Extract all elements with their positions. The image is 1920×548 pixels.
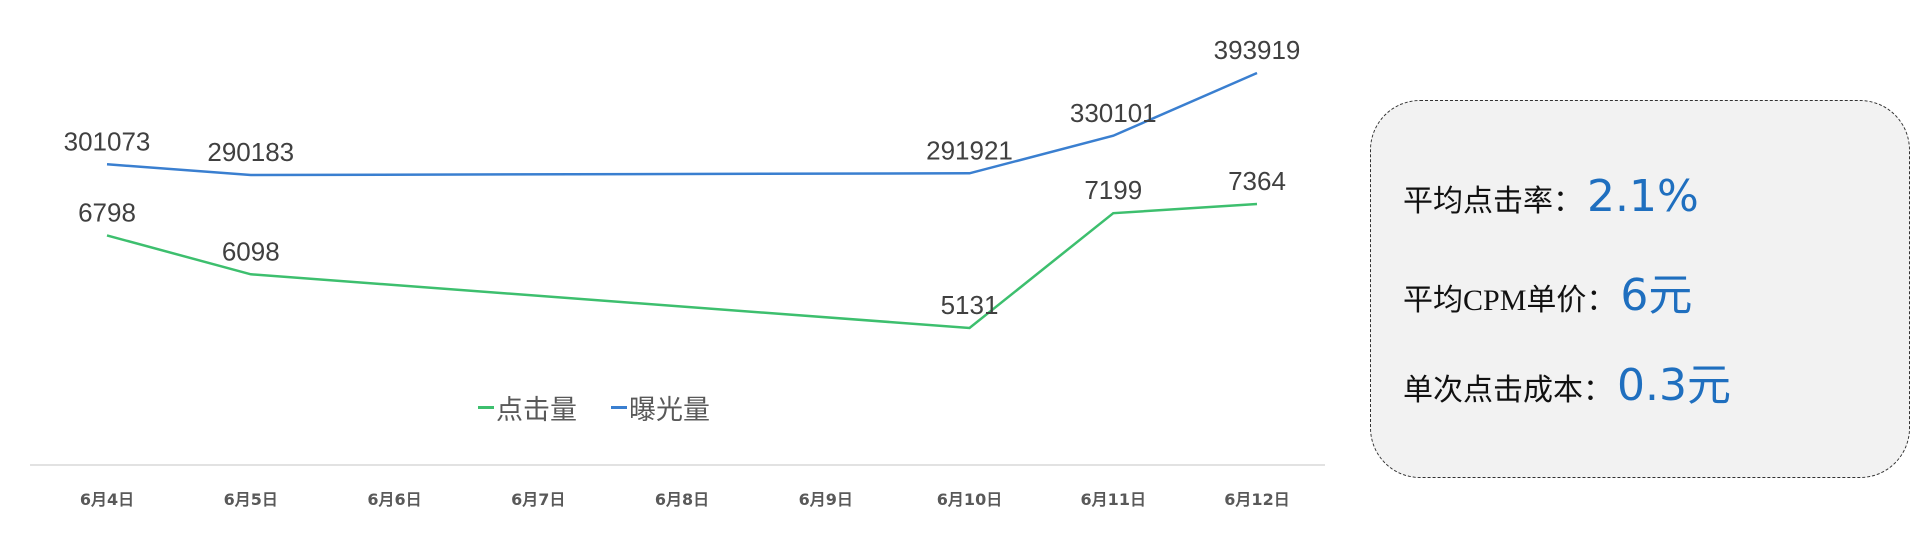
x-tick-label: 6月7日 <box>511 490 565 509</box>
cost-per-click-stat: 单次点击成本： 0.3元 <box>1403 349 1731 413</box>
data-label: 5131 <box>941 290 999 320</box>
stat-label: 平均点击率： <box>1403 185 1583 218</box>
x-tick-label: 6月8日 <box>655 490 709 509</box>
series-line-1 <box>106 71 1258 177</box>
x-tick-label: 6月9日 <box>799 490 853 509</box>
legend-swatch <box>478 406 494 409</box>
data-label: 6798 <box>78 197 136 227</box>
stat-value: 2.1% <box>1587 171 1699 222</box>
legend-item-clicks: 点击量 <box>478 388 577 427</box>
avg-cpm-stat: 平均CPM单价： 6元 <box>1403 259 1692 323</box>
x-tick-label: 6月4日 <box>80 490 134 509</box>
legend-swatch <box>611 406 627 409</box>
data-label: 301073 <box>64 126 151 156</box>
line-chart: 6月4日 6月5日 6月6日 6月7日 6月8日 6月9日 6月10日 6月11日 6月12日 … <box>30 35 1325 509</box>
stat-value: 0.3元 <box>1617 360 1731 411</box>
x-tick-label: 6月5日 <box>224 490 278 509</box>
legend-label: 曝光量 <box>629 395 710 426</box>
stat-label: 平均CPM单价： <box>1403 284 1617 317</box>
summary-panel: 平均点击率： 2.1% 平均CPM单价： 6元 单次点击成本： 0.3元 <box>1370 100 1910 478</box>
series-line-0 <box>106 202 1258 330</box>
data-label: 330101 <box>1070 98 1157 128</box>
x-tick-label: 6月12日 <box>1224 490 1289 509</box>
legend-item-impressions: 曝光量 <box>611 388 710 427</box>
x-tick-label: 6月10日 <box>937 490 1002 509</box>
legend: 点击量 曝光量 <box>478 388 710 427</box>
x-tick-label: 6月6日 <box>367 490 421 509</box>
data-label: 290183 <box>207 137 294 167</box>
data-label: 393919 <box>1214 35 1301 65</box>
avg-ctr-stat: 平均点击率： 2.1% <box>1403 171 1699 222</box>
x-tick-label: 6月11日 <box>1081 490 1146 509</box>
data-label: 7364 <box>1228 166 1286 196</box>
data-label: 291921 <box>926 135 1013 165</box>
stat-label: 单次点击成本： <box>1403 374 1613 407</box>
legend-label: 点击量 <box>496 395 577 426</box>
data-label: 6098 <box>222 236 280 266</box>
stat-value: 6元 <box>1620 270 1693 321</box>
data-label: 7199 <box>1084 175 1142 205</box>
